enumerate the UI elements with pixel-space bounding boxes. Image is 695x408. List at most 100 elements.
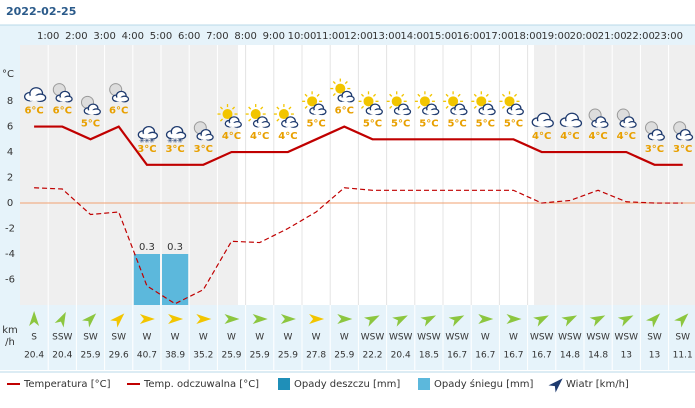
temperature-line: [34, 125, 683, 166]
icon-part: [307, 96, 318, 107]
wind-arrow: [224, 314, 240, 324]
legend-label: Opady śniegu [mm]: [434, 378, 534, 390]
y-tick-label: 4: [7, 147, 13, 158]
icon-part: ✳: [139, 137, 145, 145]
temperature-label: 4°C: [617, 131, 636, 142]
y-tick-label: -4: [5, 249, 15, 260]
icon-part: [360, 105, 365, 109]
wind-direction: W: [481, 333, 490, 343]
weather-icon: [386, 91, 412, 116]
x-tick-label: 21:00: [598, 31, 627, 42]
x-tick-label: 11:00: [316, 31, 345, 42]
chart-title: 2022-02-25: [6, 5, 76, 18]
icon-part: [370, 110, 379, 115]
icon-part: [445, 93, 449, 97]
wind-arrow: [168, 314, 184, 324]
temperature-label: 3°C: [165, 144, 184, 155]
x-tick-label: 10:00: [288, 31, 317, 42]
wind-direction: SW: [111, 333, 126, 343]
temperature-label: 6°C: [335, 106, 354, 117]
icon-part: [88, 110, 97, 115]
icon-part: [276, 106, 280, 110]
weather-icon: [559, 112, 583, 128]
x-tick-label: 12:00: [344, 31, 373, 42]
wind-direction: W: [509, 333, 518, 343]
wind-arrow: [139, 314, 155, 324]
icon-part: [504, 96, 515, 107]
wind-direction: W: [142, 333, 151, 343]
temperature-label: 4°C: [588, 131, 607, 142]
icon-part: [429, 93, 433, 97]
icon-part: ✳: [172, 137, 178, 145]
icon-part: [454, 110, 463, 115]
x-tick-label: 6:00: [178, 31, 200, 42]
icon-part: [344, 81, 348, 85]
temperature-label: 4°C: [222, 131, 241, 142]
weather-icon: [358, 91, 383, 116]
weather-icon: [616, 108, 637, 128]
wind-arrow: [674, 313, 689, 328]
icon-part: [476, 96, 487, 107]
x-tick-label: 19:00: [541, 31, 570, 42]
icon-part: [285, 122, 294, 127]
bar-label: 0.3: [167, 242, 183, 253]
icon-part: [222, 109, 233, 120]
wind-arrow: [82, 313, 97, 328]
wind-speed: 25.9: [80, 351, 100, 361]
x-tick-label: 16:00: [457, 31, 486, 42]
wind-speed: 27.8: [306, 351, 326, 361]
wind-arrow: [280, 314, 296, 324]
icon-part: [60, 97, 69, 102]
weather-icon: ✳ ✳ ✳: [165, 125, 187, 145]
legend-label: Temp. odczuwalna [°C]: [143, 379, 259, 390]
wind-arrow: [337, 314, 353, 324]
icon-part: [595, 122, 604, 127]
x-tick-label: 9:00: [263, 31, 285, 42]
temperature-label: 5°C: [476, 118, 495, 129]
y-tick-label: 0: [7, 198, 13, 209]
wind-direction: W: [283, 333, 292, 343]
wind-speed: 25.9: [221, 351, 241, 361]
weather-icon: [443, 91, 468, 116]
icon-part: [419, 96, 430, 107]
weather-icon: [588, 108, 609, 128]
icon-part: [513, 93, 518, 97]
legend-label: Temperatura [°C]: [23, 379, 111, 390]
icon-part: [485, 93, 489, 97]
weather-icon: [52, 83, 73, 103]
temperature-label: 5°C: [363, 118, 382, 129]
weather-icon: [193, 121, 214, 141]
icon-part: [417, 105, 421, 109]
wind-speed: 25.9: [334, 351, 354, 361]
x-tick-label: 5:00: [150, 31, 172, 42]
wind-direction: WSW: [615, 333, 639, 343]
wind-arrow: [533, 315, 549, 327]
icon-part: [231, 106, 236, 110]
icon-part: [332, 81, 336, 85]
icon-part: [171, 133, 181, 139]
legend-swatch: [418, 378, 430, 390]
legend-swatch: [548, 378, 563, 393]
wind-direction: SW: [675, 333, 690, 343]
temperature-label: 5°C: [391, 118, 410, 129]
wind-arrow: [110, 313, 125, 328]
wind-arrow: [617, 315, 634, 327]
icon-part: [316, 93, 320, 97]
wind-direction: W: [340, 333, 349, 343]
wind-speed: 20.4: [24, 351, 44, 361]
wind-arrow: [392, 315, 408, 327]
wind-direction: W: [312, 333, 321, 343]
icon-part: [501, 93, 506, 97]
temperature-label: 5°C: [447, 118, 466, 129]
night-shade: [20, 45, 238, 305]
wind-direction: WSW: [389, 333, 413, 343]
icon-part: [363, 96, 374, 107]
icon-part: [201, 135, 210, 140]
icon-part: [313, 110, 322, 115]
precip-bar: [162, 254, 189, 305]
feels-like-line: [34, 187, 683, 305]
y-axis-label: °C: [2, 69, 14, 80]
wind-speed: 20.4: [391, 351, 411, 361]
icon-part: [445, 105, 449, 109]
